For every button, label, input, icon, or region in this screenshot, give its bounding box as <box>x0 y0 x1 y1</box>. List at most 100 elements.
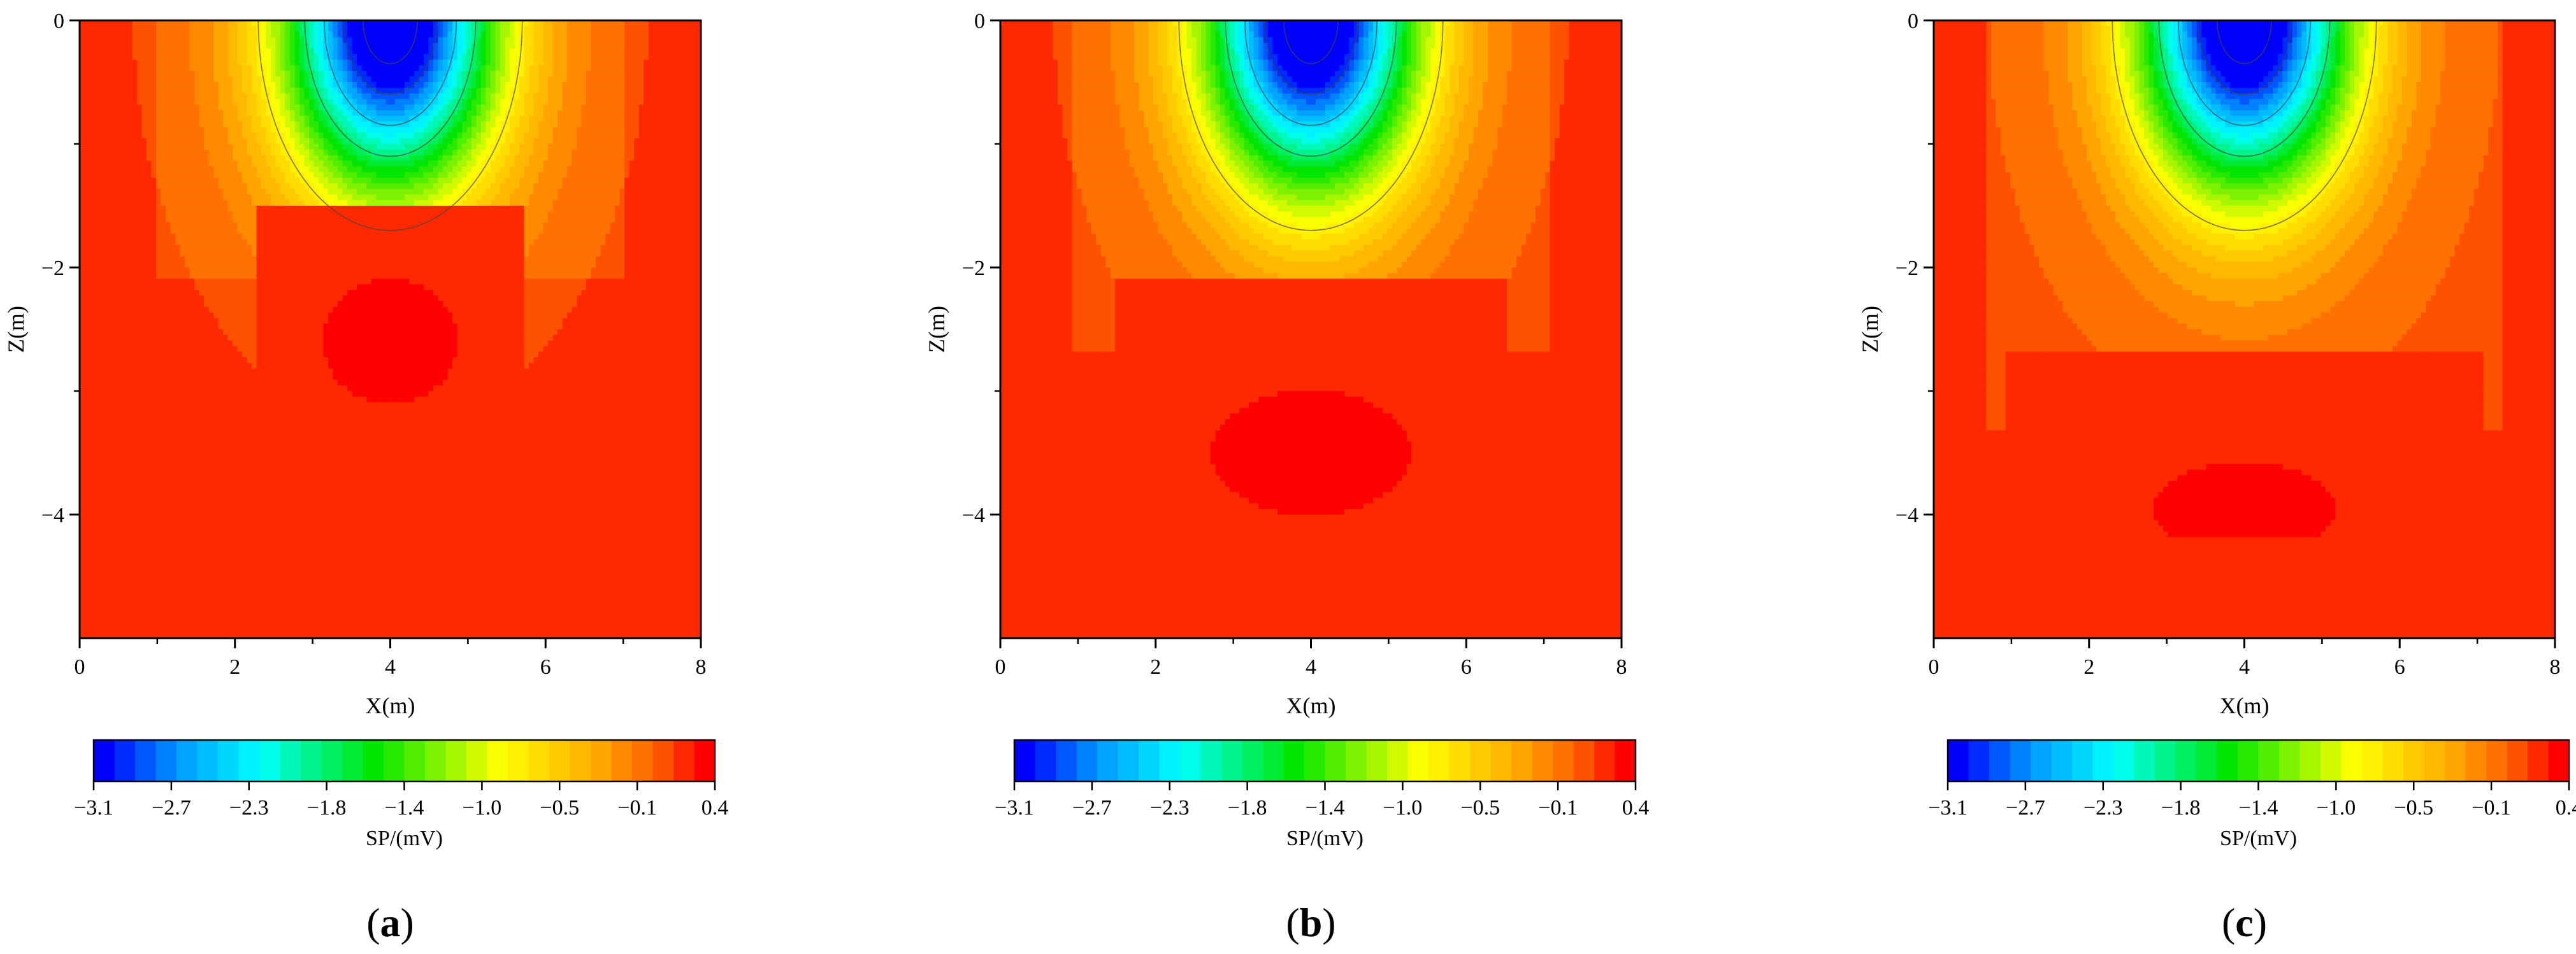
heatmap-cell <box>352 222 357 229</box>
heatmap-cell <box>443 71 449 77</box>
heatmap-cell <box>323 217 329 224</box>
heatmap-cell <box>132 110 138 117</box>
heatmap-cell <box>672 160 678 167</box>
heatmap-cell <box>285 25 291 32</box>
heatmap-cell <box>696 53 701 61</box>
heatmap-cell <box>686 82 692 89</box>
heatmap-cell <box>491 37 496 43</box>
heatmap-cell <box>328 59 334 66</box>
heatmap-cell <box>562 127 568 133</box>
heatmap-cell <box>151 104 157 111</box>
heatmap-cell <box>275 144 281 150</box>
heatmap-cell <box>462 183 468 190</box>
heatmap-cell <box>438 155 443 162</box>
heatmap-cell <box>452 115 458 122</box>
heatmap-cell <box>247 132 252 139</box>
heatmap-cell <box>127 25 133 32</box>
heatmap-cell <box>347 99 353 105</box>
heatmap-cell <box>323 99 329 105</box>
heatmap-cell <box>696 160 701 167</box>
heatmap-cell <box>476 177 482 184</box>
heatmap-cell <box>137 222 143 229</box>
heatmap-cell <box>151 65 157 71</box>
heatmap-cell <box>137 115 143 122</box>
heatmap-cell <box>667 110 673 117</box>
heatmap-cell <box>376 211 382 218</box>
heatmap-cell <box>634 138 640 145</box>
heatmap-cell <box>600 177 606 184</box>
heatmap-cell <box>653 53 659 61</box>
heatmap-cell <box>577 37 582 43</box>
heatmap-cell <box>572 222 577 229</box>
heatmap-cell <box>591 149 596 156</box>
heatmap-cell <box>605 110 611 117</box>
heatmap-cell <box>644 166 649 173</box>
heatmap-cell <box>204 76 210 83</box>
heatmap-cell <box>505 20 510 27</box>
heatmap-cell <box>505 200 510 206</box>
heatmap-cell <box>113 59 119 66</box>
heatmap-cell <box>122 53 128 61</box>
heatmap-cell <box>457 59 463 66</box>
heatmap-cell <box>677 121 682 128</box>
heatmap-cell <box>476 200 482 206</box>
heatmap-cell <box>405 48 410 55</box>
heatmap-cell <box>385 82 391 89</box>
heatmap-cell <box>380 211 386 218</box>
heatmap-cell <box>338 234 343 240</box>
heatmap-cell <box>156 177 162 184</box>
heatmap-cell <box>457 177 463 184</box>
heatmap-cell <box>505 206 510 212</box>
heatmap-cell <box>118 160 124 167</box>
heatmap-cell <box>323 211 329 218</box>
heatmap-cell <box>638 172 644 178</box>
heatmap-cell <box>462 43 468 49</box>
heatmap-cell <box>462 127 468 133</box>
heatmap-cell <box>237 200 243 206</box>
heatmap-cell <box>99 20 104 27</box>
heatmap-cell <box>529 71 535 77</box>
heatmap-cell <box>328 127 334 133</box>
heatmap-cell <box>443 183 449 190</box>
heatmap-cell <box>405 127 410 133</box>
heatmap-cell <box>667 211 673 218</box>
heatmap-cell <box>457 93 463 100</box>
heatmap-cell <box>170 228 176 234</box>
heatmap-cell <box>462 37 468 43</box>
heatmap-cell <box>156 166 162 173</box>
heatmap-cell <box>199 138 205 145</box>
heatmap-cell <box>686 48 692 55</box>
heatmap-cell <box>294 25 300 32</box>
heatmap-cell <box>371 144 377 150</box>
heatmap-cell <box>227 115 233 122</box>
heatmap-cell <box>242 43 248 49</box>
heatmap-cell <box>610 222 615 229</box>
heatmap-cell <box>399 200 405 206</box>
heatmap-cell <box>175 166 181 173</box>
heatmap-cell <box>696 31 701 38</box>
heatmap-cell <box>686 138 692 145</box>
heatmap-cell <box>476 53 482 61</box>
heatmap-cell <box>199 211 205 218</box>
heatmap-cell <box>677 189 682 195</box>
heatmap-cell <box>261 144 267 150</box>
heatmap-cell <box>586 25 592 32</box>
heatmap-cell <box>99 172 104 178</box>
heatmap-cell <box>543 200 549 206</box>
heatmap-cell <box>505 31 510 38</box>
heatmap-cell <box>189 206 195 212</box>
heatmap-cell <box>529 228 535 234</box>
heatmap-cell <box>170 25 176 32</box>
heatmap-cell <box>94 65 99 71</box>
heatmap-cell <box>166 155 171 162</box>
heatmap-cell <box>352 127 357 133</box>
heatmap-cell <box>533 177 539 184</box>
heatmap-cell <box>290 110 296 117</box>
heatmap-cell <box>156 160 162 167</box>
heatmap-cell <box>624 43 630 49</box>
heatmap-cell <box>658 31 663 38</box>
heatmap-cell <box>113 211 119 218</box>
heatmap-cell <box>658 121 663 128</box>
heatmap-cell <box>261 43 267 49</box>
heatmap-cell <box>84 87 90 94</box>
